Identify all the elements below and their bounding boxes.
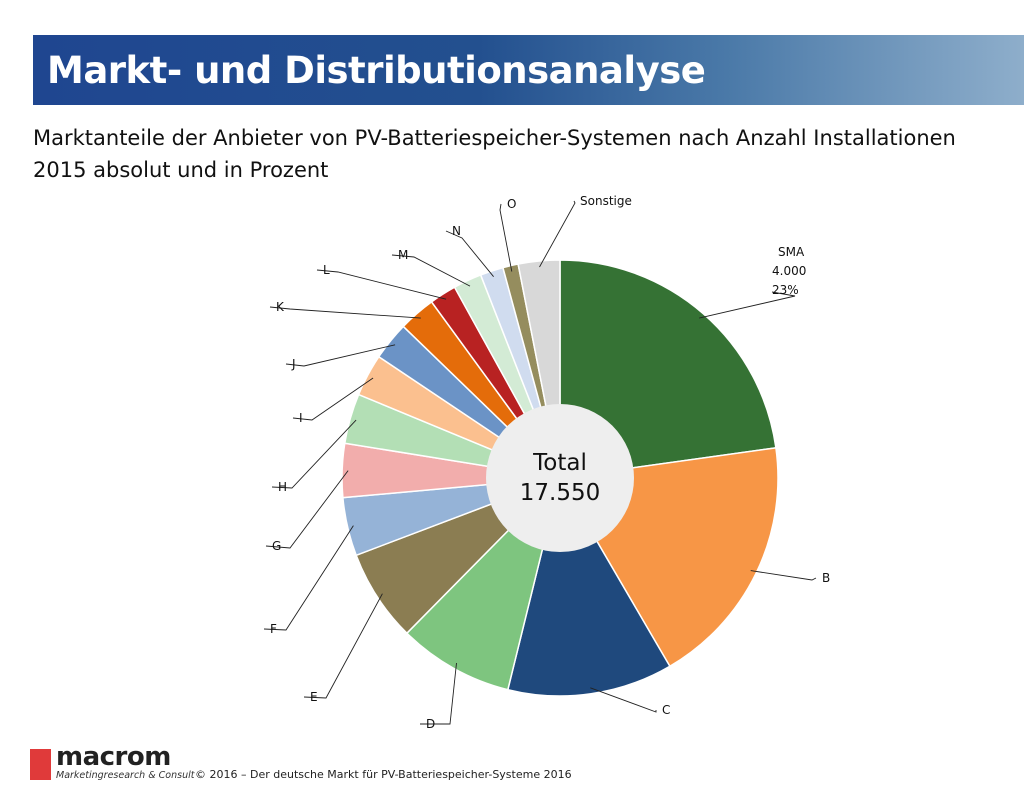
logo-tagline: Marketingresearch & Consult <box>56 770 195 781</box>
leader-line-h <box>271 419 357 489</box>
leader-lines <box>263 200 817 725</box>
slice-label-j: J <box>291 357 296 371</box>
logo-wordmark: macrom <box>56 742 171 772</box>
subtitle-line-2: 2015 absolut und in Prozent <box>33 158 329 182</box>
slice-label-b: B <box>822 571 830 585</box>
slice-label-k: K <box>276 300 285 314</box>
leader-line-d <box>420 662 457 725</box>
slice-label-i: I <box>299 411 303 425</box>
leader-line-e <box>303 593 383 699</box>
leader-line-o <box>499 203 513 272</box>
leader-line-j <box>285 344 396 367</box>
slice-label-o: O <box>507 197 516 211</box>
leader-line-i <box>292 377 374 421</box>
slice-label-d: D <box>426 717 435 731</box>
leader-line-sonstige <box>539 200 576 268</box>
slice-label-l: L <box>323 263 330 277</box>
center-total-value: 17.550 <box>520 480 600 506</box>
leader-line-c <box>590 687 657 713</box>
header-banner: ​ Markt- und Distributionsanalyse <box>33 35 1024 105</box>
leader-line-f <box>263 525 354 631</box>
slice-label-c: C <box>662 703 670 717</box>
slice-label-g: G <box>272 539 281 553</box>
copyright-text: © 2016 – Der deutsche Markt für PV-Batte… <box>195 768 572 781</box>
slice-label-sma-percent: 23% <box>772 283 799 297</box>
leader-line-b <box>750 570 817 581</box>
center-hole <box>486 404 634 552</box>
company-logo: macrom Marketingresearch & Consult <box>30 742 194 786</box>
slice-label-n: N <box>452 224 461 238</box>
leader-line-sma <box>699 291 796 319</box>
slice-label-sonstige: Sonstige <box>580 194 632 208</box>
logo-mark-icon <box>30 749 51 780</box>
page-title: Markt- und Distributionsanalyse <box>47 49 706 92</box>
subtitle-line-1: Marktanteile der Anbieter von PV-Batteri… <box>33 126 956 150</box>
slice-label-sma-name: SMA <box>778 245 805 259</box>
slice-label-h: H <box>278 480 287 494</box>
slice-label-f: F <box>270 622 277 636</box>
slice-label-e: E <box>310 690 318 704</box>
slice-label-sma-value: 4.000 <box>772 264 806 278</box>
slice-labels: SMA 4.000 23% B C D E F G H I J K L M N O Sonstige <box>270 194 830 731</box>
center-total-label: Total <box>532 450 587 476</box>
leader-line-n <box>445 230 494 277</box>
leader-line-g <box>265 470 349 549</box>
leader-line-l <box>316 269 447 300</box>
slice-label-m: M <box>398 248 408 262</box>
leader-line-k <box>269 306 421 319</box>
chart-subtitle: Marktanteile der Anbieter von PV-Batteri… <box>33 122 1013 186</box>
pie-slice-sma <box>559 259 777 479</box>
leader-line-m <box>391 254 471 287</box>
